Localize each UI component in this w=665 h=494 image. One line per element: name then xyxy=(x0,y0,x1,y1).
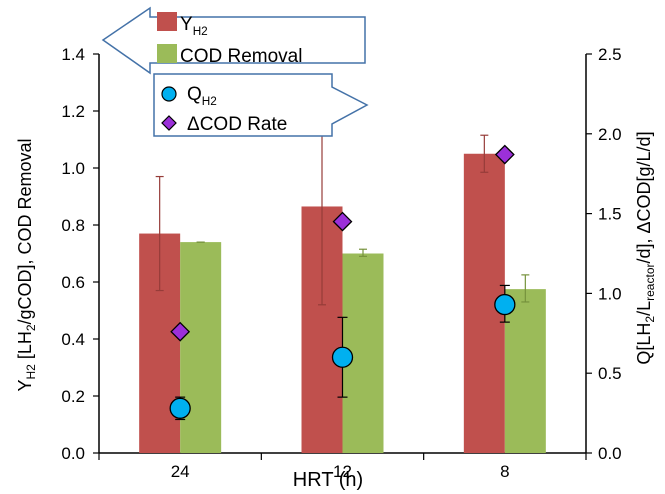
legend-label-qh2: QH2 xyxy=(187,84,217,108)
bars xyxy=(139,106,546,453)
legend-label-dcod: ΔCOD Rate xyxy=(187,114,287,135)
legend-marker-dcod xyxy=(161,115,177,131)
right-tick-label: 0.0 xyxy=(598,444,622,463)
legend: YH2 COD Removal QH2 ΔCOD Rate xyxy=(101,6,369,137)
legend-swatch-yh2 xyxy=(157,12,177,31)
left-tick-label: 0.6 xyxy=(61,273,85,292)
right-axis-title: Q[LH2/Lreactor/d], ΔCOD[g/L/d] xyxy=(634,131,657,364)
qh2-point xyxy=(169,397,191,419)
left-tick-label: 0.0 xyxy=(61,444,85,463)
right-tick-label: 2.5 xyxy=(598,45,622,64)
cod-bar xyxy=(504,289,546,453)
legend-label-cod: COD Removal xyxy=(180,46,302,67)
left-tick-label: 1.2 xyxy=(61,102,85,121)
left-axis-title: YH2 [LH2/gCOD], COD Removal xyxy=(15,138,38,391)
left-tick-label: 1.0 xyxy=(61,159,85,178)
dcod-point xyxy=(494,144,515,165)
axis-labels: HRT (h) YH2 [LH2/gCOD], COD Removal Q[LH2… xyxy=(15,131,657,491)
right-tick-label: 1.5 xyxy=(598,205,622,224)
left-tick-label: 0.2 xyxy=(61,387,85,406)
dcod-point xyxy=(170,321,191,342)
legend-marker-qh2 xyxy=(161,86,177,102)
left-tick-label: 0.4 xyxy=(61,330,85,349)
legend-arrow-right xyxy=(153,73,369,137)
legend-label-yh2: YH2 xyxy=(180,14,208,38)
x-axis-title: HRT (h) xyxy=(293,469,363,491)
x-tick-label: 12 xyxy=(333,462,352,481)
left-tick-label: 0.8 xyxy=(61,216,85,235)
legend-swatch-cod xyxy=(157,44,177,63)
qh2-point xyxy=(494,293,516,316)
x-tick-label: 8 xyxy=(500,462,509,481)
axes: 0.0 0.2 0.4 0.6 0.8 1.0 1.2 1.4 0.0 0.5 1.0 1.5 2.0 2… xyxy=(61,45,621,481)
right-tick-label: 0.5 xyxy=(598,364,622,383)
left-tick-label: 1.4 xyxy=(61,45,85,64)
x-tick-label: 24 xyxy=(171,462,190,481)
markers xyxy=(169,144,516,421)
right-tick-label: 2.0 xyxy=(598,125,622,144)
cod-bar xyxy=(180,242,222,453)
qh2-point xyxy=(331,346,354,368)
dcod-point xyxy=(332,211,353,232)
right-tick-label: 1.0 xyxy=(598,284,622,303)
